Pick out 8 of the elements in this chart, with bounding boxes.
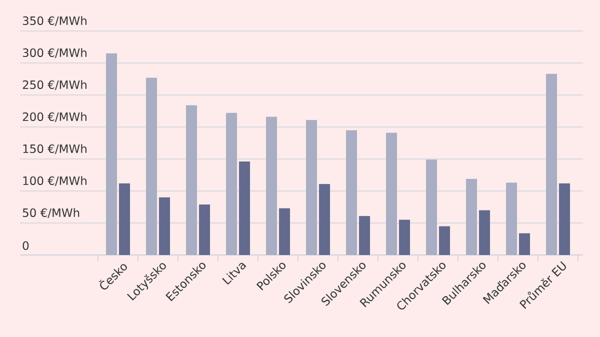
y-tick-label: 350 €/MWh [22, 16, 86, 26]
y-tick-label: 0 [22, 241, 29, 250]
y-tick-label: 100 €/MWh [23, 176, 86, 186]
y-tick-label: 300 €/MWh [22, 48, 86, 58]
y-tick-label: 50 €/MWh [22, 208, 80, 218]
y-tick-label: 200 €/MWh [22, 112, 86, 122]
y-tick-label: 250 €/MWh [22, 80, 86, 90]
y-tick-label: 150 €/MWh [23, 144, 86, 154]
